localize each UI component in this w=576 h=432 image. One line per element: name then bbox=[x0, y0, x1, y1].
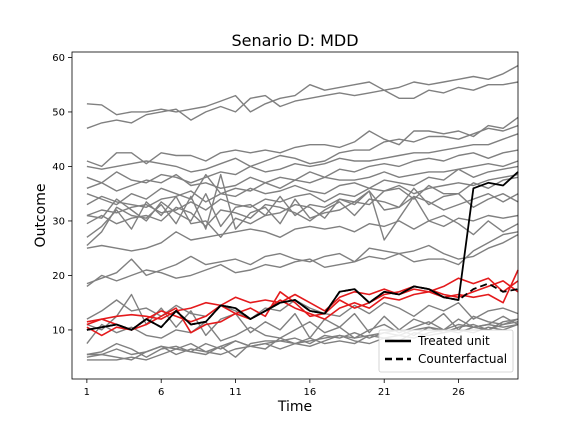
plot-lines bbox=[86, 64, 519, 361]
control-series-line bbox=[86, 149, 519, 192]
highlight-series-line bbox=[86, 269, 519, 326]
control-series-line bbox=[86, 81, 519, 129]
y-tick-label: 10 bbox=[52, 325, 65, 336]
chart-title: Senario D: MDD bbox=[231, 31, 358, 50]
plot-frame bbox=[71, 51, 519, 380]
control-series-line bbox=[86, 173, 519, 217]
x-axis-ticks: 1 6 11 16 21 26 bbox=[84, 379, 465, 398]
x-tick-label: 11 bbox=[229, 387, 242, 398]
control-series-line bbox=[86, 299, 519, 320]
control-series-line bbox=[86, 231, 519, 287]
control-series-line bbox=[86, 165, 519, 209]
x-tick-label: 26 bbox=[452, 387, 465, 398]
control-series-line bbox=[86, 124, 519, 173]
y-axis-ticks: 10 20 30 40 50 60 bbox=[52, 53, 72, 336]
highlight-series-line bbox=[86, 277, 519, 337]
y-tick-label: 30 bbox=[52, 216, 65, 227]
treated-unit-line bbox=[86, 171, 519, 331]
control-series-line bbox=[86, 173, 519, 247]
legend: Treated unit Counterfactual bbox=[378, 329, 514, 373]
x-tick-label: 21 bbox=[378, 387, 391, 398]
control-series-line bbox=[86, 315, 519, 345]
y-tick-label: 20 bbox=[52, 271, 65, 282]
control-series-line bbox=[86, 64, 519, 116]
x-tick-label: 16 bbox=[303, 387, 316, 398]
control-series-line bbox=[86, 321, 519, 361]
legend-counterfactual-label: Counterfactual bbox=[418, 352, 507, 366]
y-tick-label: 40 bbox=[52, 162, 65, 173]
control-series-line bbox=[86, 233, 519, 285]
y-axis-label: Outcome bbox=[33, 184, 49, 248]
y-tick-label: 60 bbox=[52, 53, 65, 64]
legend-box bbox=[378, 329, 514, 373]
x-tick-label: 1 bbox=[84, 387, 90, 398]
legend-treated-label: Treated unit bbox=[417, 334, 490, 348]
x-tick-label: 6 bbox=[158, 387, 164, 398]
control-series-line bbox=[86, 133, 519, 184]
x-axis-label: Time bbox=[277, 399, 312, 415]
control-series-line bbox=[86, 176, 519, 228]
y-tick-label: 50 bbox=[52, 107, 65, 118]
control-series-line bbox=[86, 116, 519, 168]
control-series-line bbox=[86, 192, 519, 228]
highlight-series-line bbox=[86, 280, 519, 331]
control-series-line bbox=[86, 214, 519, 252]
control-series-line bbox=[86, 187, 519, 239]
control-series-line bbox=[86, 160, 519, 206]
